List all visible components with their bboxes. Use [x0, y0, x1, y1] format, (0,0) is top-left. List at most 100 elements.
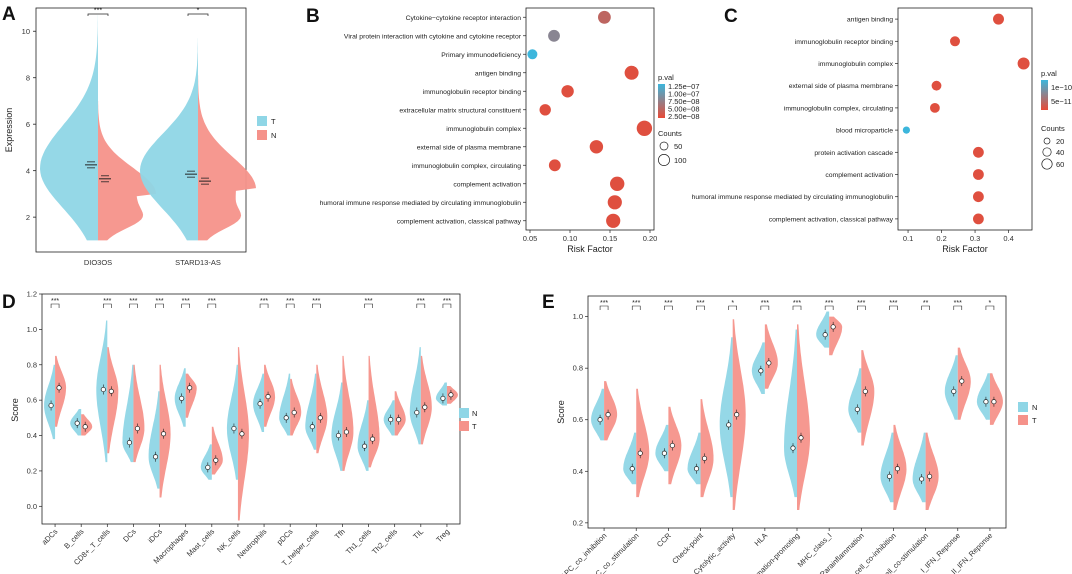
panel-e-median-type-ii-ifn-reponse-t — [991, 399, 997, 405]
panel-label-c: C — [724, 6, 738, 27]
panel-e-median-inflammation-promoting-t — [798, 435, 804, 441]
panel-d-median-mast-cells-n — [205, 464, 211, 470]
panel-d-violin-dcs-t — [133, 364, 145, 463]
panel-d-sig-adcs: *** — [51, 298, 59, 305]
panel-c-term-label: immunoglobulin complex — [818, 61, 893, 68]
panel-c-count-circle-20 — [1043, 137, 1051, 145]
panel-c-point-antigen-binding — [993, 13, 1004, 25]
panel-d-median-th2-cells-t — [396, 417, 402, 423]
panel-d-sig-neutrophils: *** — [260, 298, 268, 305]
panel-e-median-parainflammation-t — [862, 388, 868, 394]
panel-c-xtick-label: 0.1 — [903, 234, 913, 243]
panel-e-median-t-cell-co-stimulation-t — [927, 473, 933, 479]
panel-d-median-treg-t — [448, 392, 454, 398]
panel-d-xtick-adcs: aDCs — [40, 527, 60, 547]
panel-c-x-label: Risk Factor — [942, 244, 988, 254]
panel-e-ytick-label: 0.2 — [573, 518, 583, 527]
panel-e-y-label: Score — [556, 400, 566, 424]
panel-b-count-circle-100 — [658, 154, 670, 166]
panel-d-median-th1-cells-n — [362, 443, 368, 449]
panel-c-term-label: protein activation cascade — [814, 150, 893, 157]
panel-a-violin-dio3os-t — [40, 14, 98, 241]
panel-e-sig-bracket-ccr — [664, 305, 673, 310]
panel-e-sig-bracket-type-ii-ifn-reponse — [985, 305, 995, 310]
panel-e-violin-hla-t — [764, 324, 778, 389]
panel-b-point-immunoglobulin-complex — [636, 120, 653, 136]
panel-b: B Cytokine−cytokine receptor interaction… — [306, 6, 700, 254]
panel-e-violin-ccr-n — [655, 424, 669, 472]
legend-d-swatch-t — [459, 421, 469, 431]
panel-c-count-circle-60 — [1041, 158, 1053, 170]
panel-e-sig-bracket-check-point — [696, 305, 705, 310]
panel-e-violin-t-cell-co-stimulation-n — [912, 432, 926, 503]
panel-b-point-complement-activation — [610, 176, 625, 191]
panel-e-violin-cytolytic-activity-n — [719, 337, 733, 498]
panel-e-ytick-label: 0.8 — [573, 364, 583, 373]
panel-c-frame — [897, 7, 1033, 231]
panel-b-point-humoral-immune-response-mediated-by-circulating-immunoglobulin — [607, 195, 622, 210]
panel-d-violin-pdcs-t — [290, 378, 302, 436]
legend-e-label-t: T — [1032, 416, 1037, 425]
panel-c-point-immunoglobulin-receptor-binding — [950, 36, 960, 47]
panel-e-xtick-ccr: CCR — [655, 531, 673, 549]
panel-d-violin-cd8-t-cells-t — [107, 347, 119, 454]
panel-a-violins: *** * — [40, 8, 256, 241]
panel-e-violin-check-point-t — [700, 399, 714, 498]
panel-c-point-external-side-of-plasma-membrane — [931, 80, 942, 91]
panel-b-point-immunoglobulin-receptor-binding — [561, 85, 574, 98]
panel-e-median-mhc-class-i-t — [830, 324, 836, 330]
panel-d-violin-th1-cells-t — [368, 355, 380, 468]
panel-b-legend: p.val 1.25e−07 1.00e−07 7.50e−08 5.00e−0… — [658, 73, 700, 166]
panel-e-median-check-point-n — [693, 466, 700, 472]
panel-a-sig-dio3os: *** — [94, 8, 102, 15]
panel-b-term-label: immunoglobulin receptor binding — [423, 89, 521, 96]
panel-a-ytick-label: 10 — [22, 27, 30, 36]
panel-d-violin-adcs-n — [44, 364, 56, 440]
panel-e-sig-ccr: *** — [664, 300, 672, 307]
panel-b-legend-counts-title: Counts — [658, 129, 682, 138]
panel-d-sig-cd8-t-cells: *** — [103, 298, 111, 305]
panel-e-median-mhc-class-i-n — [822, 332, 828, 338]
panel-d-violin-macrophages-t — [185, 373, 197, 418]
panel-a-sig-bracket-dio3os — [87, 13, 109, 16]
panel-a-sig-bracket-stard13-as — [187, 13, 209, 16]
panel-d-sig-bracket-til — [416, 303, 426, 308]
panel-b-xtick-label: 0.05 — [523, 234, 538, 243]
panel-b-point-antigen-binding — [624, 65, 639, 80]
legend-e-swatch-n — [1018, 402, 1028, 412]
panel-e-violin-parainflammation-n — [848, 368, 862, 433]
panel-e-median-apc-co-inhibition-t — [605, 412, 611, 418]
panel-e-ytick-label: 0.6 — [573, 415, 583, 424]
panel-e-violin-hla-n — [751, 342, 765, 394]
panel-a-violin-dio3os-n — [98, 100, 156, 241]
panel-d-sig-pdcs: *** — [286, 298, 294, 305]
panel-label-a: A — [2, 4, 16, 25]
panel-d-median-macrophages-t — [187, 385, 193, 391]
panel-d-median-cd8-t-cells-t — [108, 388, 114, 394]
panel-c-term-label: complement activation — [825, 172, 893, 179]
panel-a-legend: T N — [257, 116, 276, 140]
panel-e-sig-apc-co-inhibition: *** — [600, 300, 608, 307]
panel-d-violin-idcs-n — [148, 391, 160, 489]
panel-c-term-label: antigen binding — [847, 17, 893, 24]
panel-c: C antigen binding immunoglobulin receptor… — [692, 6, 1072, 254]
panel-label-e: E — [542, 292, 555, 313]
panel-e-ytick-label: 1.0 — [573, 312, 583, 321]
panel-d-violin-mast-cells-t — [211, 426, 223, 475]
panel-e-sig-check-point: *** — [696, 300, 704, 307]
panel-e-sig-t-cell-co-stimulation: ** — [923, 300, 929, 307]
panel-e-violin-mhc-class-i-n — [816, 311, 830, 348]
panel-d-median-mast-cells-t — [213, 457, 219, 463]
panel-c-plot: antigen binding immunoglobulin receptor b… — [692, 13, 1030, 243]
panel-d-sig-bracket-idcs — [155, 303, 164, 308]
panel-d-violin-t-helper-cells-n — [305, 373, 317, 450]
legend-d-label-n: N — [472, 409, 477, 418]
panel-e-median-hla-n — [758, 368, 764, 374]
panel-c-count-20: 20 — [1056, 137, 1064, 146]
panel-e-sig-bracket-parainflammation — [857, 305, 866, 310]
panel-b-point-immunoglobulin-complex-circulating — [548, 159, 561, 172]
panel-d-violin-tfh-t — [342, 355, 354, 471]
panel-d-median-idcs-t — [161, 431, 167, 437]
panel-b-pval-5: 2.50e−08 — [668, 112, 700, 121]
